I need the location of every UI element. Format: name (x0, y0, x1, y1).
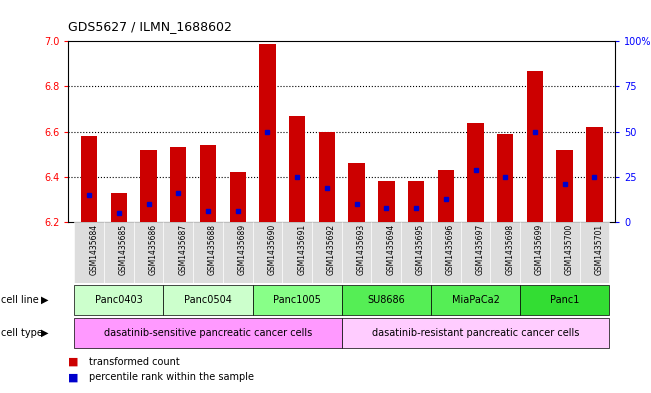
Bar (467, 123, 484, 222)
Bar (133, 222, 163, 283)
Bar (586, 127, 603, 222)
Text: GDS5627 / ILMN_1688602: GDS5627 / ILMN_1688602 (68, 20, 232, 33)
Bar (283, 222, 312, 283)
Text: ■: ■ (68, 372, 79, 382)
Bar (401, 222, 431, 283)
Bar (193, 222, 223, 283)
Text: GSM1435700: GSM1435700 (564, 224, 574, 275)
Bar (461, 222, 490, 283)
Text: Panc0403: Panc0403 (95, 295, 143, 305)
Bar (342, 222, 372, 283)
Text: Panc0504: Panc0504 (184, 295, 232, 305)
Text: Panc1005: Panc1005 (273, 295, 321, 305)
Bar (253, 222, 283, 283)
Bar (550, 222, 579, 283)
Text: GSM1435691: GSM1435691 (298, 224, 306, 275)
Text: GSM1435698: GSM1435698 (505, 224, 514, 275)
Text: GSM1435687: GSM1435687 (178, 224, 187, 275)
Text: GSM1435686: GSM1435686 (148, 224, 158, 275)
Bar (74, 222, 104, 283)
Text: percentile rank within the sample: percentile rank within the sample (89, 372, 254, 382)
Bar (342, 285, 431, 315)
Bar (372, 222, 401, 283)
Bar (437, 170, 454, 222)
Text: SU8686: SU8686 (367, 295, 405, 305)
Text: GSM1435685: GSM1435685 (119, 224, 128, 275)
Text: GSM1435684: GSM1435684 (89, 224, 98, 275)
Bar (289, 116, 305, 222)
Text: GSM1435701: GSM1435701 (594, 224, 603, 275)
Bar (579, 222, 609, 283)
Text: ▶: ▶ (41, 295, 49, 305)
Text: cell line: cell line (1, 295, 39, 305)
Bar (230, 173, 246, 222)
Bar (497, 134, 514, 222)
Bar (348, 163, 365, 222)
Text: ▶: ▶ (41, 328, 49, 338)
Text: Panc1: Panc1 (550, 295, 579, 305)
Bar (527, 71, 543, 222)
Bar (141, 150, 157, 222)
Text: GSM1435693: GSM1435693 (357, 224, 366, 275)
Bar (259, 44, 275, 222)
Bar (163, 222, 193, 283)
Bar (490, 222, 520, 283)
Text: GSM1435695: GSM1435695 (416, 224, 425, 275)
Bar (431, 285, 520, 315)
Text: dasatinib-resistant pancreatic cancer cells: dasatinib-resistant pancreatic cancer ce… (372, 328, 579, 338)
Bar (378, 182, 395, 222)
Text: GSM1435692: GSM1435692 (327, 224, 336, 275)
Text: cell type: cell type (1, 328, 43, 338)
Bar (431, 222, 461, 283)
Text: GSM1435697: GSM1435697 (475, 224, 484, 275)
Text: transformed count: transformed count (89, 356, 180, 367)
Bar (81, 136, 98, 222)
Text: dasatinib-sensitive pancreatic cancer cells: dasatinib-sensitive pancreatic cancer ce… (104, 328, 312, 338)
Text: MiaPaCa2: MiaPaCa2 (452, 295, 499, 305)
Bar (557, 150, 573, 222)
Bar (319, 132, 335, 222)
Text: GSM1435688: GSM1435688 (208, 224, 217, 275)
Bar (163, 285, 253, 315)
Bar (312, 222, 342, 283)
Bar (253, 285, 342, 315)
Bar (74, 318, 342, 348)
Bar (342, 318, 609, 348)
Bar (74, 285, 163, 315)
Bar (408, 182, 424, 222)
Text: GSM1435689: GSM1435689 (238, 224, 247, 275)
Text: GSM1435694: GSM1435694 (386, 224, 395, 275)
Text: GSM1435696: GSM1435696 (446, 224, 455, 275)
Bar (520, 285, 609, 315)
Bar (200, 145, 216, 222)
Bar (111, 193, 127, 222)
Text: GSM1435699: GSM1435699 (535, 224, 544, 275)
Bar (170, 147, 186, 222)
Text: ■: ■ (68, 356, 79, 367)
Bar (223, 222, 253, 283)
Bar (520, 222, 550, 283)
Text: GSM1435690: GSM1435690 (268, 224, 277, 275)
Bar (104, 222, 133, 283)
